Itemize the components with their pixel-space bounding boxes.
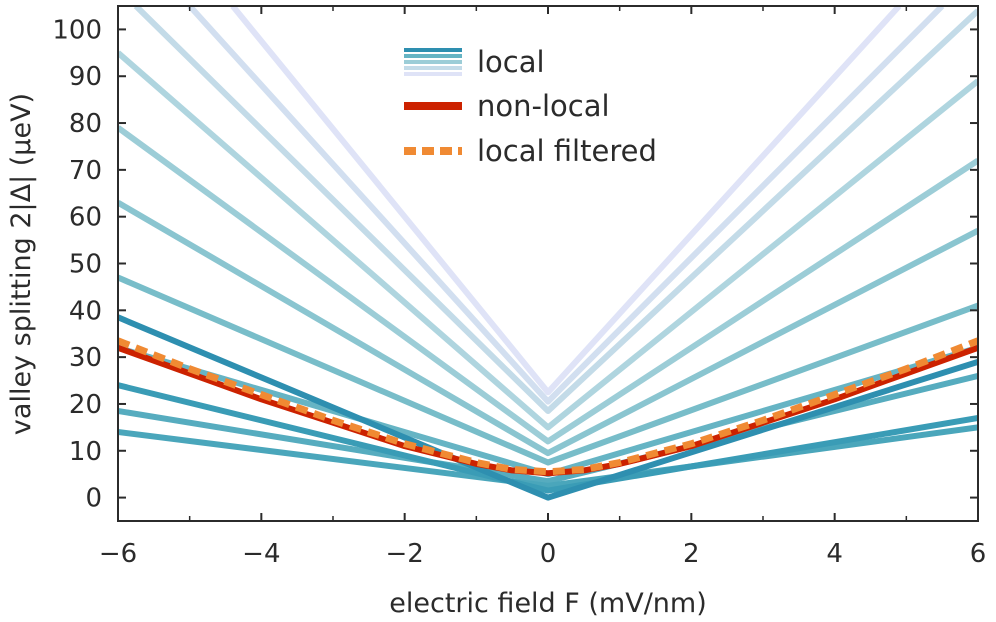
series-local-line-3 — [118, 424, 978, 489]
legend-label-non-local: non-local — [477, 89, 610, 123]
legend-label-local: local — [477, 45, 545, 79]
x-axis-label: electric field F (mV/nm) — [389, 588, 707, 619]
y-tick-label: 30 — [69, 343, 102, 373]
x-tick-label: −6 — [99, 539, 137, 569]
legend-label-local-filtered: local filtered — [477, 134, 657, 168]
y-tick-label: 10 — [69, 437, 102, 467]
y-tick-label: 20 — [69, 390, 102, 420]
y-tick-label: 80 — [69, 109, 102, 139]
x-tick-label: 2 — [683, 539, 700, 569]
series-local-line-11 — [187, 6, 945, 405]
series-local-line-10 — [133, 6, 978, 414]
x-tick-label: −4 — [242, 539, 280, 569]
x-tick-label: −2 — [386, 539, 424, 569]
series-local-filtered-line — [118, 337, 978, 476]
y-tick-label: 70 — [69, 156, 102, 186]
series-local-line-7 — [118, 200, 978, 457]
series-local-line-8 — [118, 125, 978, 445]
series-non-local-line — [118, 344, 978, 477]
y-tick-label: 50 — [69, 250, 102, 280]
y-tick-label: 100 — [52, 15, 102, 45]
axis-ticks — [117, 6, 979, 521]
series-local-line-9 — [118, 50, 978, 431]
series-local-line-1 — [118, 314, 978, 501]
y-tick-label: 40 — [69, 296, 102, 326]
x-tick-label: 0 — [540, 539, 557, 569]
series-layer — [118, 6, 978, 501]
series-local-line-4 — [118, 372, 978, 485]
y-axis-label: valley splitting 2|Δ| (μeV) — [6, 93, 37, 435]
series-local-line-6 — [118, 274, 978, 466]
y-tick-label: 60 — [69, 203, 102, 233]
legend-swatch-local — [404, 48, 462, 76]
y-tick-label: 0 — [85, 484, 102, 514]
series-local-line-12 — [230, 6, 902, 396]
legend: local non-local local filtered — [404, 45, 657, 168]
x-tick-label: 4 — [826, 539, 843, 569]
x-tick-label: 6 — [970, 539, 987, 569]
series-local-line-2 — [118, 382, 978, 494]
y-tick-label: 90 — [69, 62, 102, 92]
